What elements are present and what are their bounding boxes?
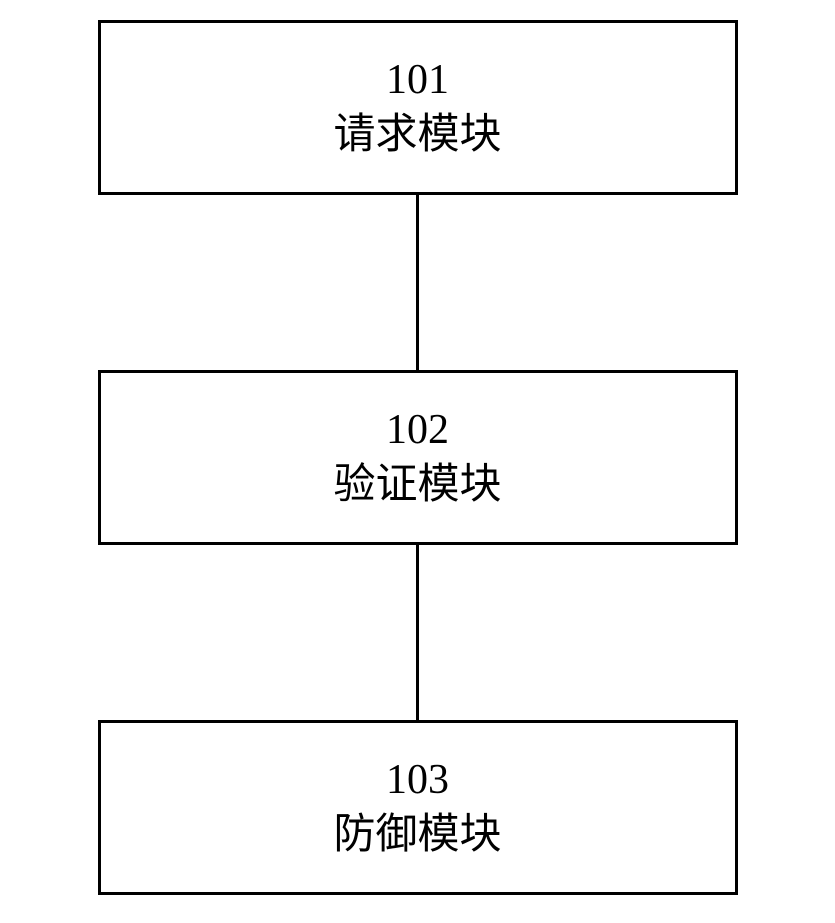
connector-1-2 (416, 195, 419, 370)
node-number-2: 102 (386, 403, 449, 458)
connector-2-3 (416, 545, 419, 720)
node-label-3: 防御模块 (333, 808, 501, 863)
node-box-2: 102 验证模块 (98, 370, 738, 545)
node-label-1: 请求模块 (333, 108, 501, 163)
node-box-1: 101 请求模块 (98, 20, 738, 195)
node-label-2: 验证模块 (333, 458, 501, 513)
node-box-3: 103 防御模块 (98, 720, 738, 895)
node-number-3: 103 (386, 753, 449, 808)
node-number-1: 101 (386, 53, 449, 108)
flowchart-diagram: 101 请求模块 102 验证模块 103 防御模块 (98, 20, 738, 895)
